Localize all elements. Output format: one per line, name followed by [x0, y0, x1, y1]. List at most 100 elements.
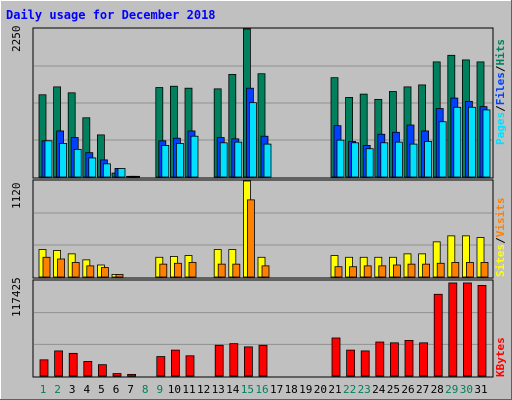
bar-visits-day-10: [173, 262, 182, 278]
bar-kbytes-day-3: [68, 352, 78, 377]
x-tick-label: 24: [372, 383, 386, 396]
bar-kbytes-day-13: [214, 344, 224, 377]
x-tick-label: 15: [241, 383, 254, 396]
bar-kbytes-day-28: [433, 293, 443, 377]
bar-kbytes-day-14: [229, 343, 239, 377]
bar-pages-day-15: [248, 102, 257, 178]
x-tick-label: 16: [255, 383, 268, 396]
bar-pages-day-26: [409, 143, 418, 178]
bar-pages-day-11: [190, 135, 199, 178]
bar-pages-day-5: [103, 163, 111, 178]
x-axis-labels: 1 2 3 4 5 6 7 8 9 10 11 12 13 14 15 16 17 18 19 20 21 22 23 24 2…: [40, 383, 488, 396]
bar-visits-day-26: [407, 263, 416, 278]
bar-pages-day-6: [117, 168, 126, 178]
bar-visits-day-28: [436, 262, 445, 278]
bar-kbytes-day-2: [54, 350, 63, 377]
bar-pages-day-10: [175, 143, 184, 178]
bar-kbytes-day-29: [448, 282, 458, 377]
bar-pages-day-16: [263, 143, 272, 178]
x-tick-label: 27: [416, 383, 429, 396]
x-tick-label: 28: [431, 383, 444, 396]
legend-files: Files: [494, 72, 507, 105]
bar-kbytes-day-10: [170, 349, 180, 377]
legend-visits: Visits: [494, 198, 507, 238]
x-tick-label: 31: [474, 383, 487, 396]
legend-pages: Pages: [494, 112, 507, 145]
bar-visits-day-16: [261, 265, 270, 278]
bar-kbytes-day-30: [462, 282, 472, 377]
bar-sites-day-21: [330, 255, 339, 278]
bar-pages-day-27: [424, 141, 433, 178]
legend-top: Pages/Files/Hits: [494, 39, 507, 145]
x-tick-label: 2: [54, 383, 61, 396]
bar-sites-day-29: [447, 235, 456, 278]
bar-kbytes-day-1: [39, 359, 49, 377]
bar-visits-day-4: [86, 265, 95, 278]
bar-kbytes-day-25: [389, 342, 399, 377]
x-tick-label: 5: [98, 383, 105, 396]
bar-pages-day-13: [219, 142, 228, 178]
bar-sites-day-13: [213, 249, 222, 278]
bar-visits-day-14: [232, 263, 241, 278]
bar-sites-day-31: [476, 237, 485, 278]
bar-pages-day-24: [380, 142, 389, 178]
bar-pages-day-23: [365, 148, 374, 178]
x-tick-label: 13: [212, 383, 225, 396]
x-tick-label: 17: [270, 383, 283, 396]
bar-kbytes-day-31: [477, 284, 487, 377]
legend-sep-2: /: [494, 65, 507, 72]
x-tick-label: 23: [358, 383, 371, 396]
bar-visits-day-6: [115, 274, 124, 278]
bar-kbytes-day-7: [127, 373, 136, 377]
bar-kbytes-day-9: [156, 356, 166, 377]
bar-visits-day-1: [42, 256, 51, 278]
bar-visits-day-2: [57, 258, 65, 278]
legend-hits: Hits: [494, 39, 507, 66]
x-tick-label: 3: [69, 383, 76, 396]
bar-kbytes-day-4: [83, 361, 93, 377]
bar-visits-day-9: [159, 263, 168, 278]
x-tick-label: 9: [156, 383, 163, 396]
y-max-label-top: 2250: [10, 26, 23, 53]
bar-visits-day-21: [334, 266, 343, 278]
bar-kbytes-day-11: [185, 355, 195, 377]
bar-kbytes-day-16: [258, 344, 268, 377]
x-tick-label: 18: [285, 383, 298, 396]
x-tick-label: 7: [127, 383, 134, 396]
bar-kbytes-day-23: [360, 350, 370, 377]
bar-visits-day-23: [363, 265, 372, 278]
x-tick-label: 11: [182, 383, 195, 396]
x-tick-label: 14: [226, 383, 240, 396]
bar-sites-day-30: [461, 235, 470, 278]
x-tick-label: 12: [197, 383, 210, 396]
bar-visits-day-30: [465, 262, 474, 278]
gridlines: [34, 65, 492, 345]
bar-visits-day-25: [392, 264, 401, 278]
bar-pages-day-29: [453, 106, 462, 178]
bar-kbytes-day-21: [331, 337, 341, 377]
bar-visits-day-5: [101, 267, 109, 278]
bar-pages-day-28: [438, 121, 447, 178]
y-max-label-middle: 1120: [10, 183, 23, 210]
bar-pages-day-22: [351, 142, 360, 178]
x-tick-label: 29: [445, 383, 458, 396]
bar-pages-day-31: [482, 109, 491, 178]
bar-sites-day-28: [432, 241, 441, 278]
legend-sites: Sites: [494, 244, 507, 277]
bar-kbytes-day-22: [346, 349, 356, 377]
bar-pages-day-1: [44, 140, 53, 178]
x-tick-label: 19: [299, 383, 312, 396]
x-tick-label: 10: [168, 383, 181, 396]
x-tick-label: 30: [460, 383, 473, 396]
legend-middle: Sites/Visits: [494, 198, 507, 278]
bar-kbytes-day-6: [112, 373, 122, 377]
x-tick-label: 22: [343, 383, 356, 396]
bar-pages-day-21: [336, 139, 345, 178]
bars-layer: [38, 28, 491, 377]
bar-pages-day-4: [88, 157, 97, 178]
legend-bottom: KBytes: [494, 337, 507, 377]
x-tick-label: 21: [328, 383, 341, 396]
bar-pages-day-2: [59, 143, 67, 178]
legend-sep-3: /: [494, 237, 507, 244]
